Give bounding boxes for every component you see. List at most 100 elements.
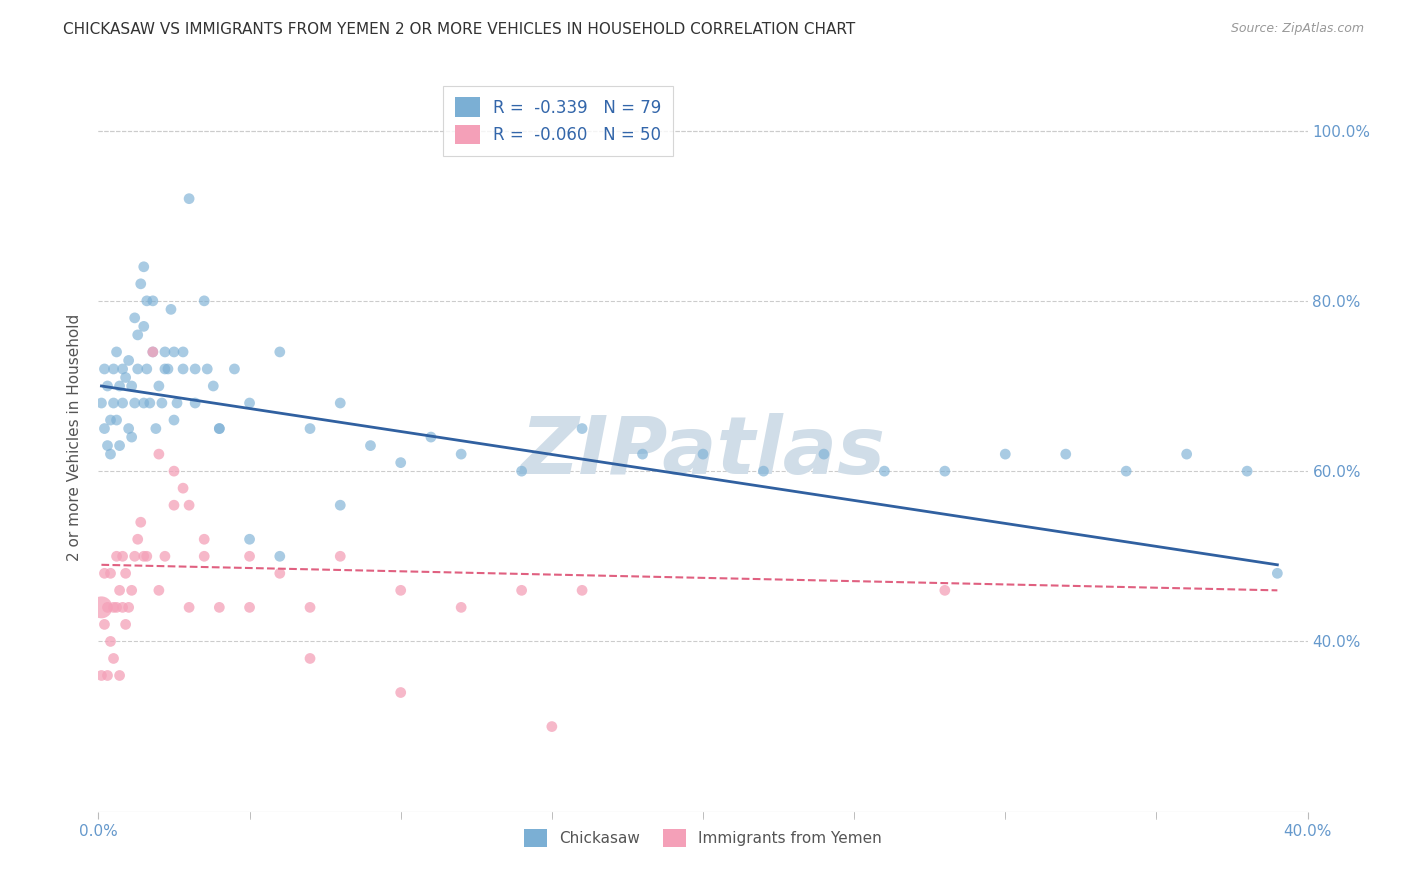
Point <box>510 464 533 478</box>
Legend: Chickasaw, Immigrants from Yemen: Chickasaw, Immigrants from Yemen <box>517 823 889 853</box>
Point <box>105 549 128 564</box>
Point <box>93 362 115 376</box>
Point <box>329 549 352 564</box>
Point <box>193 293 215 308</box>
Point <box>163 413 186 427</box>
Point <box>239 533 262 547</box>
Point <box>208 421 231 435</box>
Point <box>111 362 134 376</box>
Point <box>179 498 201 512</box>
Point <box>124 549 146 564</box>
Point <box>148 379 170 393</box>
Point <box>111 549 134 564</box>
Point <box>571 421 593 435</box>
Point <box>142 293 165 308</box>
Point <box>202 379 225 393</box>
Point <box>132 549 155 564</box>
Point <box>239 600 262 615</box>
Point <box>752 464 775 478</box>
Point <box>114 617 136 632</box>
Point <box>100 634 122 648</box>
Point <box>145 421 167 435</box>
Point <box>118 421 141 435</box>
Point <box>132 319 155 334</box>
Point <box>540 720 562 734</box>
Point <box>389 685 412 699</box>
Point <box>100 413 122 427</box>
Point <box>1267 566 1289 581</box>
Y-axis label: 2 or more Vehicles in Household: 2 or more Vehicles in Household <box>67 313 83 561</box>
Point <box>148 447 170 461</box>
Point <box>1175 447 1198 461</box>
Point <box>510 583 533 598</box>
Point <box>172 345 194 359</box>
Text: ZIPatlas: ZIPatlas <box>520 413 886 491</box>
Point <box>96 439 118 453</box>
Point <box>193 533 215 547</box>
Point <box>135 293 157 308</box>
Point <box>195 362 218 376</box>
Point <box>360 439 382 453</box>
Point <box>299 651 322 665</box>
Point <box>934 464 956 478</box>
Point <box>329 498 352 512</box>
Point <box>90 668 112 682</box>
Point <box>150 396 173 410</box>
Point <box>179 192 201 206</box>
Point <box>135 549 157 564</box>
Point <box>153 549 176 564</box>
Point <box>160 302 183 317</box>
Point <box>994 447 1017 461</box>
Point <box>121 430 143 444</box>
Point <box>127 362 149 376</box>
Point <box>420 430 443 444</box>
Point <box>571 583 593 598</box>
Point <box>163 345 186 359</box>
Point <box>450 600 472 615</box>
Point <box>96 668 118 682</box>
Point <box>142 345 165 359</box>
Point <box>108 379 131 393</box>
Point <box>135 362 157 376</box>
Point <box>692 447 714 461</box>
Point <box>873 464 896 478</box>
Point <box>93 566 115 581</box>
Point <box>90 600 112 615</box>
Point <box>124 310 146 325</box>
Point <box>118 353 141 368</box>
Point <box>1115 464 1137 478</box>
Point <box>132 396 155 410</box>
Point <box>105 413 128 427</box>
Point <box>224 362 246 376</box>
Point <box>239 396 262 410</box>
Point <box>934 583 956 598</box>
Point <box>1236 464 1258 478</box>
Point <box>93 617 115 632</box>
Point <box>139 396 162 410</box>
Point <box>299 421 322 435</box>
Point <box>813 447 835 461</box>
Point <box>121 583 143 598</box>
Point <box>184 362 207 376</box>
Point <box>121 379 143 393</box>
Point <box>239 549 262 564</box>
Point <box>269 549 291 564</box>
Point <box>172 481 194 495</box>
Point <box>166 396 188 410</box>
Point <box>103 362 125 376</box>
Point <box>153 345 176 359</box>
Point <box>153 362 176 376</box>
Point <box>450 447 472 461</box>
Point <box>111 600 134 615</box>
Point <box>129 515 152 529</box>
Point <box>114 566 136 581</box>
Point <box>269 345 291 359</box>
Text: CHICKASAW VS IMMIGRANTS FROM YEMEN 2 OR MORE VEHICLES IN HOUSEHOLD CORRELATION C: CHICKASAW VS IMMIGRANTS FROM YEMEN 2 OR … <box>63 22 855 37</box>
Point <box>100 447 122 461</box>
Point <box>156 362 179 376</box>
Point <box>179 600 201 615</box>
Point <box>90 396 112 410</box>
Point <box>108 439 131 453</box>
Point <box>269 566 291 581</box>
Point <box>142 345 165 359</box>
